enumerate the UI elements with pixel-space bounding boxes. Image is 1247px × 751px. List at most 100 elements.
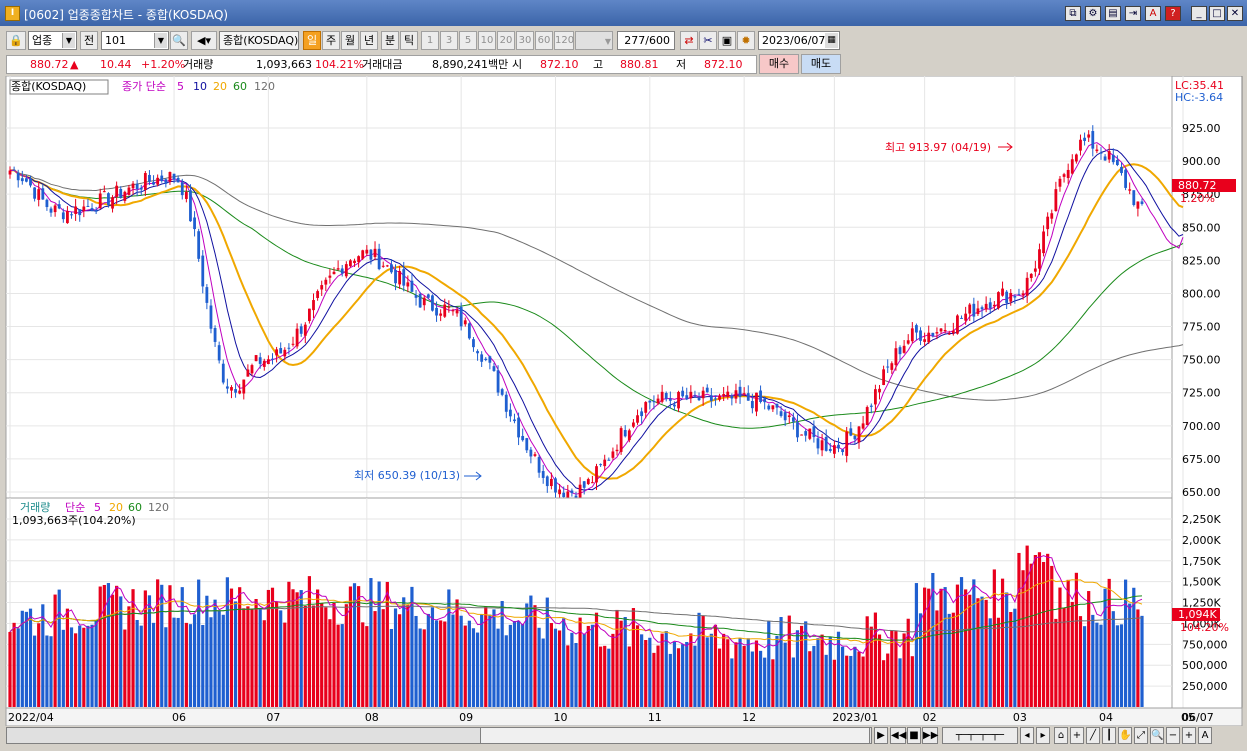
- text-tool-icon[interactable]: A: [1198, 727, 1212, 744]
- sell-button[interactable]: 매도: [801, 54, 841, 74]
- scroll-right-icon[interactable]: ▶: [874, 727, 888, 744]
- calendar-icon[interactable]: ▦: [825, 33, 838, 48]
- candle-body: [681, 390, 685, 397]
- volume-bar: [972, 579, 976, 707]
- save-icon[interactable]: ▤: [1105, 6, 1121, 21]
- candle-tool-icon[interactable]: ┃: [1102, 727, 1116, 744]
- speaker-icon[interactable]: ◀▾: [191, 31, 217, 50]
- candle-body: [275, 349, 278, 356]
- volume-bar: [902, 633, 906, 707]
- ma10-label: 10: [193, 80, 207, 93]
- rewind-icon[interactable]: ◀◀: [890, 727, 906, 744]
- volume-bar: [553, 628, 558, 707]
- tools-icon[interactable]: ✂: [699, 31, 717, 50]
- period-year[interactable]: 년: [360, 31, 378, 50]
- scroll-thumb[interactable]: [480, 727, 870, 744]
- volume-bar: [1078, 616, 1083, 707]
- candle-body: [636, 415, 639, 423]
- floppy-icon[interactable]: ▣: [718, 31, 736, 50]
- candle-body: [131, 183, 135, 189]
- volume-bar: [996, 617, 1001, 707]
- minute-step-60[interactable]: 60: [535, 31, 553, 50]
- candle-body: [746, 393, 750, 401]
- volume-bar: [1005, 592, 1009, 707]
- close-button[interactable]: ✕: [1227, 6, 1243, 21]
- candle-body: [98, 193, 102, 209]
- prev-button[interactable]: 전: [80, 31, 98, 50]
- link-icon[interactable]: ⧉: [1065, 6, 1081, 21]
- stop-icon[interactable]: ■: [907, 727, 921, 744]
- fast-forward-icon[interactable]: ▶▶: [922, 727, 938, 744]
- period-minute[interactable]: 분: [381, 31, 399, 50]
- minimize-button[interactable]: _: [1191, 6, 1207, 21]
- volume-bar: [828, 636, 832, 707]
- zoom-slider[interactable]: ┬─┬─┬─┬─: [942, 727, 1018, 744]
- candle-body: [902, 345, 906, 353]
- volume-bar: [672, 641, 677, 707]
- minute-step-3[interactable]: 3: [440, 31, 458, 50]
- chevron-down-icon[interactable]: ▼: [154, 33, 167, 48]
- zoom-icon[interactable]: 🔍: [1150, 727, 1164, 744]
- price-change: 10.44: [100, 58, 132, 71]
- minute-step-10[interactable]: 10: [478, 31, 496, 50]
- arrows-icon[interactable]: ⇄: [680, 31, 698, 50]
- volume-bar: [377, 581, 381, 707]
- volume-bar: [955, 584, 960, 707]
- toolbar: 🔒 업종 ▼ 전 101 ▼ 🔍 ◀▾ 종합(KOSDAQ) 일 주 월 년 분 틱…: [0, 29, 1247, 51]
- candle-body: [853, 435, 857, 440]
- chevron-down-icon[interactable]: ▼: [62, 33, 75, 48]
- buy-button[interactable]: 매수: [759, 54, 799, 74]
- volume-bar: [1128, 603, 1132, 707]
- volume-bar: [33, 635, 37, 707]
- period-week[interactable]: 주: [322, 31, 340, 50]
- hand-tool-icon[interactable]: ✋: [1118, 727, 1132, 744]
- trend-tool-icon[interactable]: ⤢: [1134, 727, 1148, 744]
- chart-type-icon[interactable]: ⌂: [1054, 727, 1068, 744]
- volume-bar: [336, 624, 340, 707]
- volume-bar: [754, 640, 759, 707]
- candle-body: [152, 182, 155, 185]
- help-icon[interactable]: ?: [1165, 6, 1181, 21]
- line-tool-icon[interactable]: ╱: [1086, 727, 1100, 744]
- slider-left-icon[interactable]: ◂: [1020, 727, 1034, 744]
- price-panel-name[interactable]: 종합(KOSDAQ): [11, 80, 86, 93]
- font-icon[interactable]: A: [1145, 6, 1161, 21]
- candle-body: [176, 177, 180, 183]
- minute-step-1[interactable]: 1: [421, 31, 439, 50]
- minute-step-20[interactable]: 20: [497, 31, 515, 50]
- market-select[interactable]: 업종 ▼: [28, 31, 77, 50]
- custom-step-select[interactable]: ▼: [575, 31, 613, 50]
- lock-icon[interactable]: 🔒: [6, 31, 26, 50]
- period-month[interactable]: 월: [341, 31, 359, 50]
- candle-body: [258, 357, 262, 364]
- volume-bar: [582, 633, 586, 707]
- volume-bar: [135, 619, 139, 707]
- period-tick[interactable]: 틱: [400, 31, 418, 50]
- minute-step-30[interactable]: 30: [516, 31, 534, 50]
- date-input[interactable]: 2023/06/07 ▦: [758, 31, 840, 50]
- code-input-value: 101: [105, 34, 126, 47]
- slider-right-icon[interactable]: ▸: [1036, 727, 1050, 744]
- volume-bar: [562, 618, 566, 707]
- crosshair-icon[interactable]: +: [1070, 727, 1084, 744]
- gear-icon[interactable]: ✹: [737, 31, 755, 50]
- minute-step-5[interactable]: 5: [459, 31, 477, 50]
- minute-step-120[interactable]: 120: [554, 31, 574, 50]
- zoom-in-icon[interactable]: +: [1182, 727, 1196, 744]
- volume-bar: [127, 606, 131, 707]
- code-input[interactable]: 101 ▼: [101, 31, 169, 50]
- candle-body: [467, 323, 471, 339]
- volume-bar: [279, 610, 283, 707]
- maximize-button[interactable]: □: [1209, 6, 1225, 21]
- period-day[interactable]: 일: [303, 31, 321, 50]
- ma120-label: 120: [254, 80, 275, 93]
- search-icon[interactable]: 🔍: [170, 31, 188, 50]
- chart-area[interactable]: 925.00900.00875.00850.00825.00800.00775.…: [0, 76, 1247, 726]
- count-input[interactable]: 277/600: [617, 31, 675, 50]
- zoom-out-icon[interactable]: −: [1166, 727, 1180, 744]
- volume-title[interactable]: 거래량: [20, 501, 50, 514]
- candle-body: [66, 210, 69, 224]
- pin-icon[interactable]: ⇥: [1125, 6, 1141, 21]
- volume-bar: [722, 633, 726, 707]
- settings-icon[interactable]: ⚙: [1085, 6, 1101, 21]
